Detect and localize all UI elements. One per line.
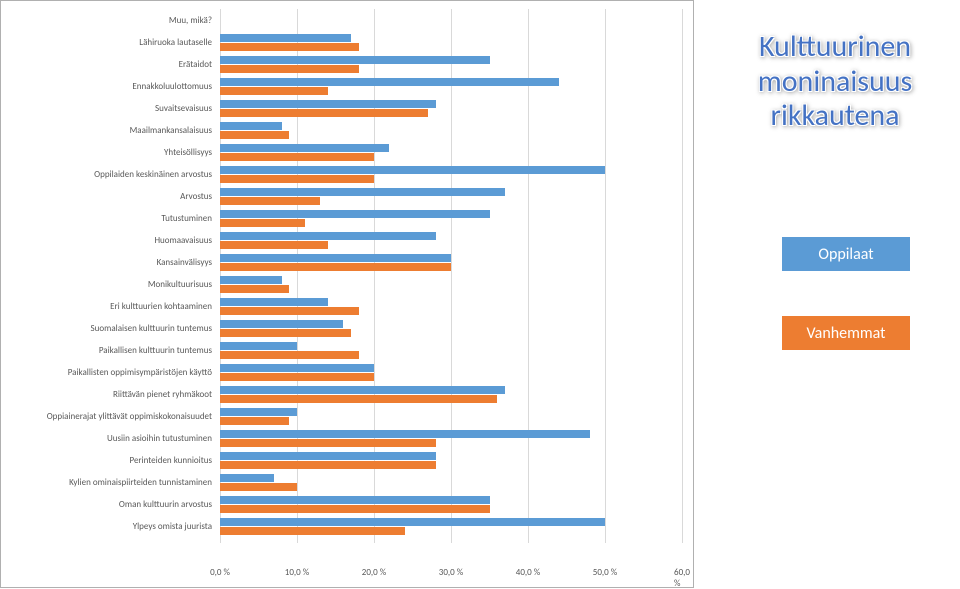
bar-oppilaat bbox=[220, 386, 505, 394]
category-label: Suvaitsevaisuus bbox=[5, 104, 216, 113]
category-label: Uusiin asioihin tutustuminen bbox=[5, 434, 216, 443]
bar-oppilaat bbox=[220, 430, 590, 438]
x-tick-label: 60,0 % bbox=[674, 567, 690, 589]
category-label: Paikallisten oppimisympäristöjen käyttö bbox=[5, 368, 216, 377]
gridline bbox=[451, 9, 452, 543]
category-label: Suomalaisen kulttuurin tuntemus bbox=[5, 324, 216, 333]
category-label: Oppiainerajat ylittävät oppimiskokonaisu… bbox=[5, 412, 216, 421]
bar-oppilaat bbox=[220, 232, 436, 240]
bar-vanhemmat bbox=[220, 263, 451, 271]
bar-oppilaat bbox=[220, 298, 328, 306]
category-label: Ennakkoluulottomuus bbox=[5, 82, 216, 91]
bar-vanhemmat bbox=[220, 197, 320, 205]
bar-vanhemmat bbox=[220, 307, 359, 315]
plot-area bbox=[220, 9, 681, 543]
category-label: Erätaidot bbox=[5, 60, 216, 69]
category-label: Yhteisöllisyys bbox=[5, 148, 216, 157]
category-label: Riittävän pienet ryhmäkoot bbox=[5, 390, 216, 399]
bar-oppilaat bbox=[220, 320, 343, 328]
bar-oppilaat bbox=[220, 166, 605, 174]
bar-vanhemmat bbox=[220, 417, 289, 425]
bar-vanhemmat bbox=[220, 329, 351, 337]
gridline bbox=[605, 9, 606, 543]
bar-vanhemmat bbox=[220, 461, 436, 469]
bar-vanhemmat bbox=[220, 351, 359, 359]
category-label: Ylpeys omista juurista bbox=[5, 522, 216, 531]
title-line-2: moninaisuus bbox=[758, 63, 912, 100]
bar-vanhemmat bbox=[220, 527, 405, 535]
title-line-1: Kulttuurinen bbox=[759, 28, 911, 65]
category-label: Monikultuurisuus bbox=[5, 280, 216, 289]
chart-container: Muu, mikä? Lähiruoka lautaselle Erätaidot E… bbox=[0, 0, 694, 588]
gridline bbox=[528, 9, 529, 543]
bar-oppilaat bbox=[220, 342, 297, 350]
bar-vanhemmat bbox=[220, 439, 436, 447]
bar-oppilaat bbox=[220, 34, 351, 42]
bar-vanhemmat bbox=[220, 131, 289, 139]
x-tick-label: 10,0 % bbox=[285, 567, 309, 578]
category-label: Maailmankansalaisuus bbox=[5, 126, 216, 135]
bar-vanhemmat bbox=[220, 65, 359, 73]
bar-oppilaat bbox=[220, 56, 490, 64]
category-label: Paikallisen kulttuurin tuntemus bbox=[5, 346, 216, 355]
gridline bbox=[682, 9, 683, 543]
bar-vanhemmat bbox=[220, 153, 374, 161]
x-tick-label: 40,0 % bbox=[516, 567, 540, 578]
chart-title: Kulttuurinen moninaisuus rikkautena bbox=[720, 30, 950, 134]
bar-vanhemmat bbox=[220, 109, 428, 117]
category-label: Arvostus bbox=[5, 192, 216, 201]
bar-vanhemmat bbox=[220, 505, 490, 513]
legend-oppilaat-label: Oppilaat bbox=[818, 245, 873, 264]
bar-oppilaat bbox=[220, 408, 297, 416]
category-label: Lähiruoka lautaselle bbox=[5, 38, 216, 47]
bar-vanhemmat bbox=[220, 175, 374, 183]
bar-oppilaat bbox=[220, 210, 490, 218]
category-label: Eri kulttuurien kohtaaminen bbox=[5, 302, 216, 311]
category-label: Muu, mikä? bbox=[5, 16, 216, 25]
x-tick-label: 20,0 % bbox=[362, 567, 386, 578]
bar-oppilaat bbox=[220, 122, 282, 130]
category-label: Kylien ominaispiirteiden tunnistaminen bbox=[5, 478, 216, 487]
category-labels: Muu, mikä? Lähiruoka lautaselle Erätaidot E… bbox=[5, 9, 216, 543]
legend-vanhemmat: Vanhemmat bbox=[782, 316, 910, 350]
category-label: Oppilaiden keskinäinen arvostus bbox=[5, 170, 216, 179]
category-label: Oman kulttuurin arvostus bbox=[5, 500, 216, 509]
bar-oppilaat bbox=[220, 452, 436, 460]
bar-vanhemmat bbox=[220, 43, 359, 51]
bar-oppilaat bbox=[220, 276, 282, 284]
category-label: Perinteiden kunnioitus bbox=[5, 456, 216, 465]
bar-oppilaat bbox=[220, 474, 274, 482]
x-axis: 0,0 %10,0 %20,0 %30,0 %40,0 %50,0 %60,0 … bbox=[220, 567, 681, 583]
x-tick-label: 50,0 % bbox=[593, 567, 617, 578]
legend-vanhemmat-label: Vanhemmat bbox=[806, 324, 885, 343]
bar-oppilaat bbox=[220, 364, 374, 372]
bar-oppilaat bbox=[220, 188, 505, 196]
bar-oppilaat bbox=[220, 78, 559, 86]
bar-vanhemmat bbox=[220, 87, 328, 95]
bar-vanhemmat bbox=[220, 219, 305, 227]
x-tick-label: 0,0 % bbox=[210, 567, 230, 578]
bar-oppilaat bbox=[220, 518, 605, 526]
bar-vanhemmat bbox=[220, 285, 289, 293]
bar-vanhemmat bbox=[220, 241, 328, 249]
legend-oppilaat: Oppilaat bbox=[782, 237, 910, 271]
bar-oppilaat bbox=[220, 254, 451, 262]
bar-oppilaat bbox=[220, 496, 490, 504]
bar-oppilaat bbox=[220, 100, 436, 108]
bar-vanhemmat bbox=[220, 395, 497, 403]
category-label: Tutustuminen bbox=[5, 214, 216, 223]
bar-oppilaat bbox=[220, 144, 389, 152]
x-tick-label: 30,0 % bbox=[439, 567, 463, 578]
category-label: Huomaavaisuus bbox=[5, 236, 216, 245]
title-line-3: rikkautena bbox=[770, 97, 899, 134]
bar-vanhemmat bbox=[220, 373, 374, 381]
category-label: Kansainvälisyys bbox=[5, 258, 216, 267]
bar-vanhemmat bbox=[220, 483, 297, 491]
